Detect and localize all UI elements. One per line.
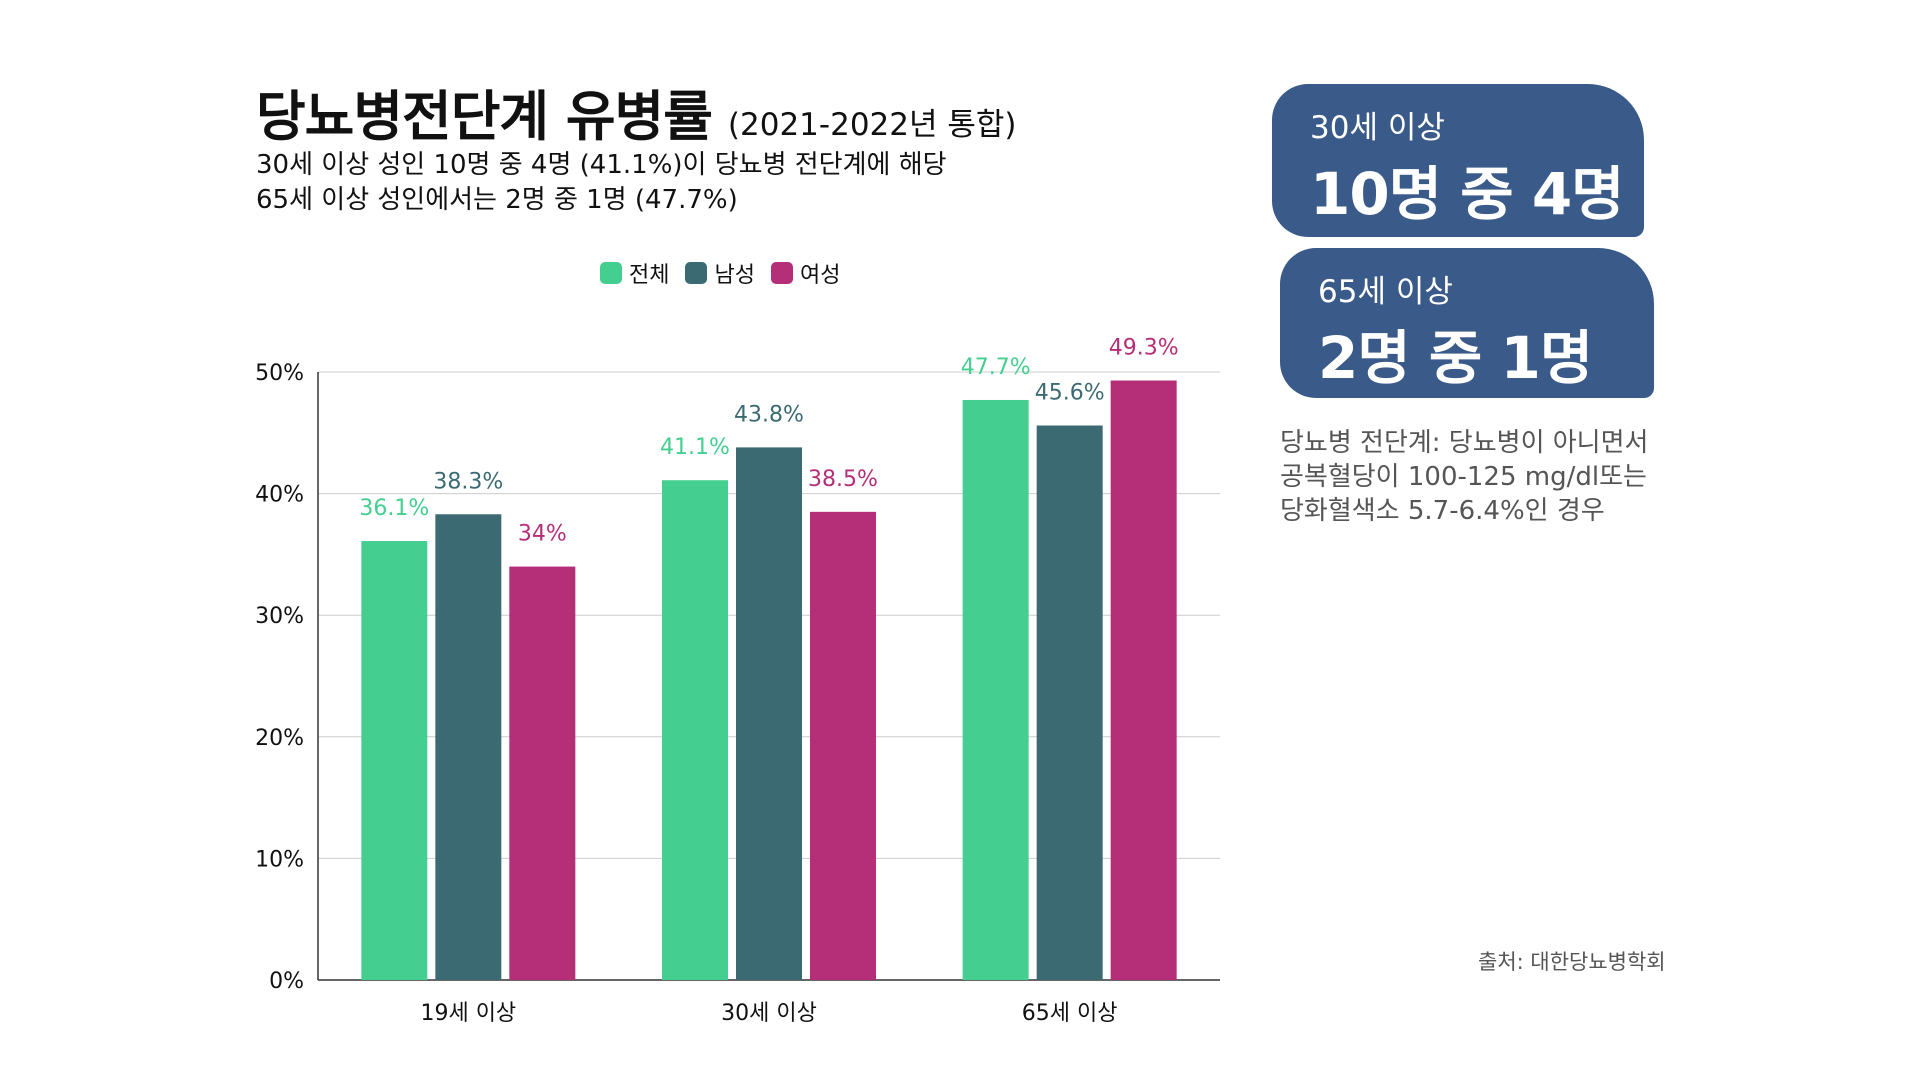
bar xyxy=(962,399,1029,980)
data-label: 34% xyxy=(518,522,567,547)
title-row: 당뇨병전단계 유병률 (2021-2022년 통합) xyxy=(256,72,1017,151)
y-tick-label: 10% xyxy=(255,847,304,872)
legend-swatch xyxy=(770,262,793,284)
note-line: 당화혈색소 5.7-6.4%인 경우 xyxy=(1280,496,1605,526)
data-label: 45.6% xyxy=(1035,381,1105,406)
subtitle-line: 65세 이상 성인에서는 2명 중 1명 (47.7%) xyxy=(256,185,738,215)
source-credit: 출처: 대한당뇨병학회 xyxy=(1478,950,1666,974)
data-label: 38.5% xyxy=(808,467,878,492)
chart-title: 당뇨병전단계 유병률 xyxy=(256,85,713,148)
bar xyxy=(509,566,576,980)
definition-note: 당뇨병 전단계: 당뇨병이 아니면서 공복혈당이 100-125 mg/dl또는… xyxy=(1280,426,1648,528)
stat-card-value: 2명 중 1명 xyxy=(1318,324,1593,392)
legend-swatch xyxy=(685,262,708,284)
y-tick-label: 30% xyxy=(255,604,304,629)
stat-card-65-plus: 65세 이상 2명 중 1명 xyxy=(1280,248,1654,398)
bar xyxy=(736,447,802,981)
data-label: 49.3% xyxy=(1109,336,1179,361)
x-tick-label: 30세 이상 xyxy=(721,1001,817,1026)
legend-item-male: 남성 xyxy=(685,257,755,289)
data-label: 38.3% xyxy=(433,469,503,494)
bar xyxy=(662,480,728,980)
legend: 전체 남성 여성 xyxy=(600,257,840,289)
bar xyxy=(435,514,502,980)
subtitle-line: 30세 이상 성인 10명 중 4명 (41.1%)이 당뇨병 전단계에 해당 xyxy=(256,150,947,180)
chart-title-suffix: (2021-2022년 통합) xyxy=(727,107,1017,143)
note-line: 당뇨병 전단계: 당뇨병이 아니면서 xyxy=(1280,428,1649,458)
bar xyxy=(810,511,876,980)
x-tick-label: 19세 이상 xyxy=(420,1001,516,1026)
y-tick-label: 0% xyxy=(269,969,304,994)
data-label: 47.7% xyxy=(961,355,1031,380)
bar xyxy=(361,541,428,980)
stat-card-label: 65세 이상 xyxy=(1318,274,1453,310)
y-tick-label: 40% xyxy=(255,483,304,508)
data-label: 43.8% xyxy=(734,402,804,427)
legend-swatch xyxy=(600,262,622,284)
y-tick-label: 50% xyxy=(255,361,304,386)
y-tick-label: 20% xyxy=(255,726,304,751)
legend-item-female: 여성 xyxy=(770,257,841,289)
bar xyxy=(1036,425,1103,980)
legend-label: 남성 xyxy=(714,263,755,288)
stat-card-value: 10명 중 4명 xyxy=(1310,160,1625,228)
legend-label: 전체 xyxy=(629,263,670,288)
legend-item-total: 전체 xyxy=(600,257,669,289)
stat-card-label: 30세 이상 xyxy=(1310,110,1445,146)
note-line: 공복혈당이 100-125 mg/dl또는 xyxy=(1280,462,1647,492)
stat-card-30-plus: 30세 이상 10명 중 4명 xyxy=(1272,84,1644,237)
chart-subtitle: 30세 이상 성인 10명 중 4명 (41.1%)이 당뇨병 전단계에 해당 … xyxy=(256,148,947,218)
data-label: 36.1% xyxy=(359,496,429,521)
data-label: 41.1% xyxy=(660,435,730,460)
legend-label: 여성 xyxy=(799,263,841,288)
x-tick-label: 65세 이상 xyxy=(1022,1001,1118,1026)
bar xyxy=(1110,380,1177,981)
